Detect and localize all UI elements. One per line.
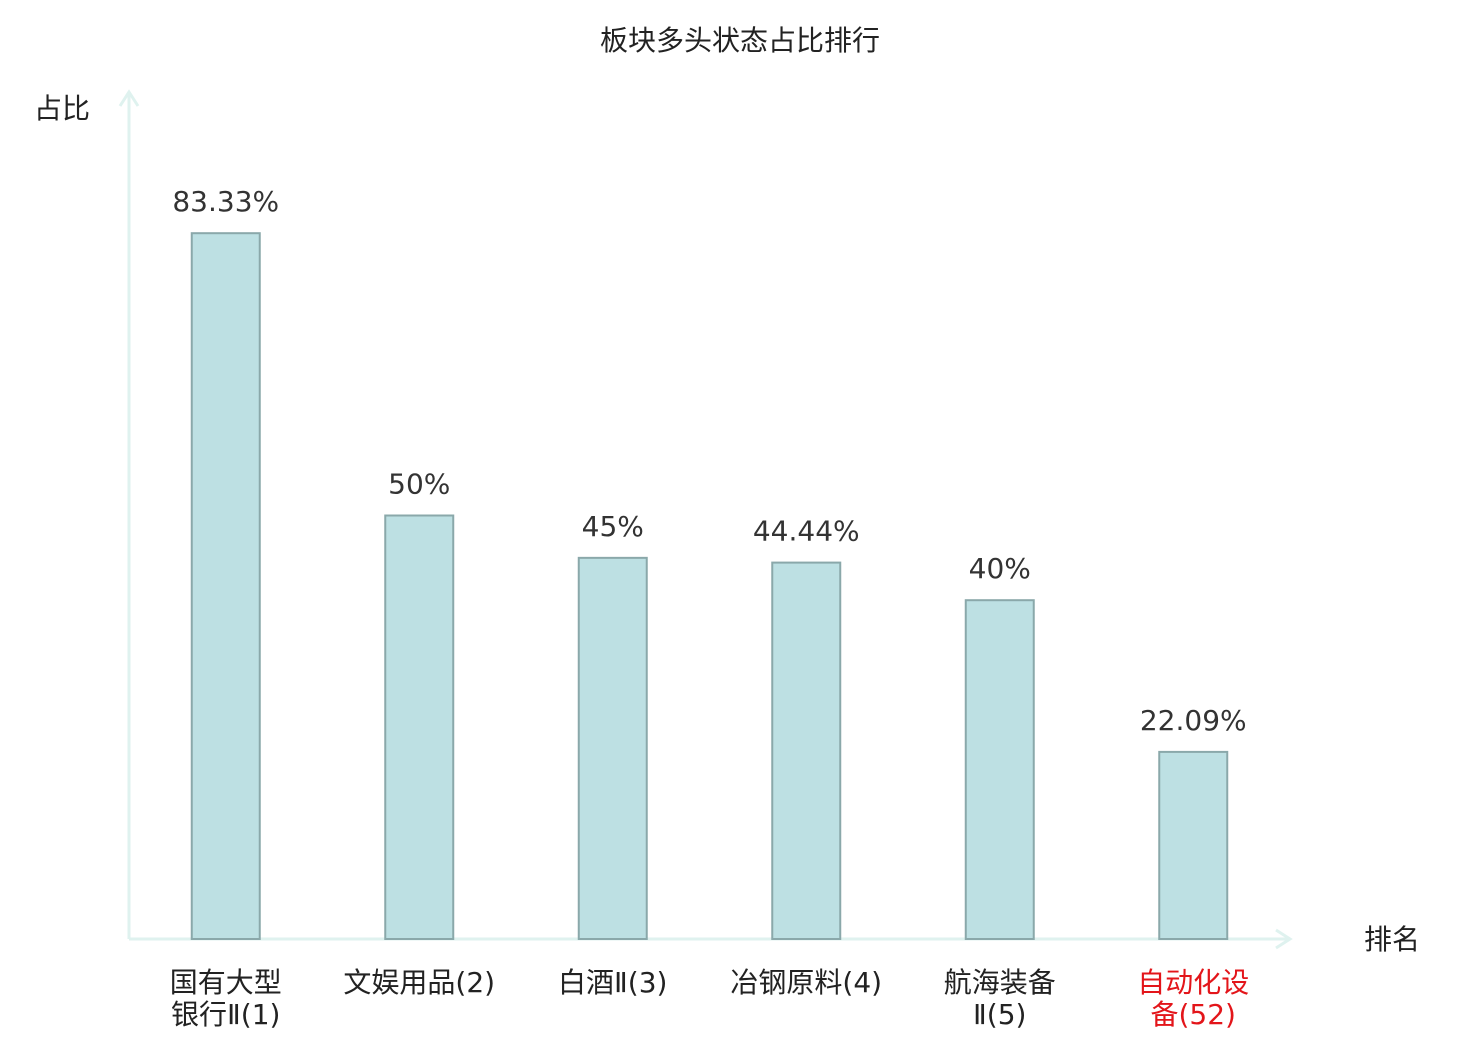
x-tick-label: 文娱用品(2) <box>343 966 495 999</box>
value-label: 40% <box>969 552 1031 585</box>
bar <box>577 556 648 940</box>
bar <box>771 561 842 940</box>
bar <box>964 599 1035 940</box>
y-axis-label: 占比 <box>34 92 90 125</box>
x-tick-label: 国有大型银行Ⅱ(1) <box>170 966 282 1031</box>
value-label: 83.33% <box>172 185 279 218</box>
value-label: 50% <box>388 468 450 501</box>
x-tick-label: 白酒Ⅱ(3) <box>558 966 667 999</box>
value-label: 45% <box>582 510 644 543</box>
y-axis <box>118 89 140 939</box>
value-label: 44.44% <box>753 515 860 548</box>
bar <box>190 232 261 941</box>
x-axis-label: 排名 <box>1364 923 1420 956</box>
bar <box>384 514 455 940</box>
chart-title: 板块多头状态占比排行 <box>600 24 880 57</box>
x-tick-label: 航海装备 Ⅱ(5) <box>944 966 1056 1031</box>
value-label: 22.09% <box>1140 704 1247 737</box>
bar <box>1158 750 1229 940</box>
x-axis <box>129 928 1293 950</box>
x-tick-label: 冶钢原料(4) <box>730 966 882 999</box>
x-tick-label: 自动化设备(52) <box>1137 966 1249 1031</box>
